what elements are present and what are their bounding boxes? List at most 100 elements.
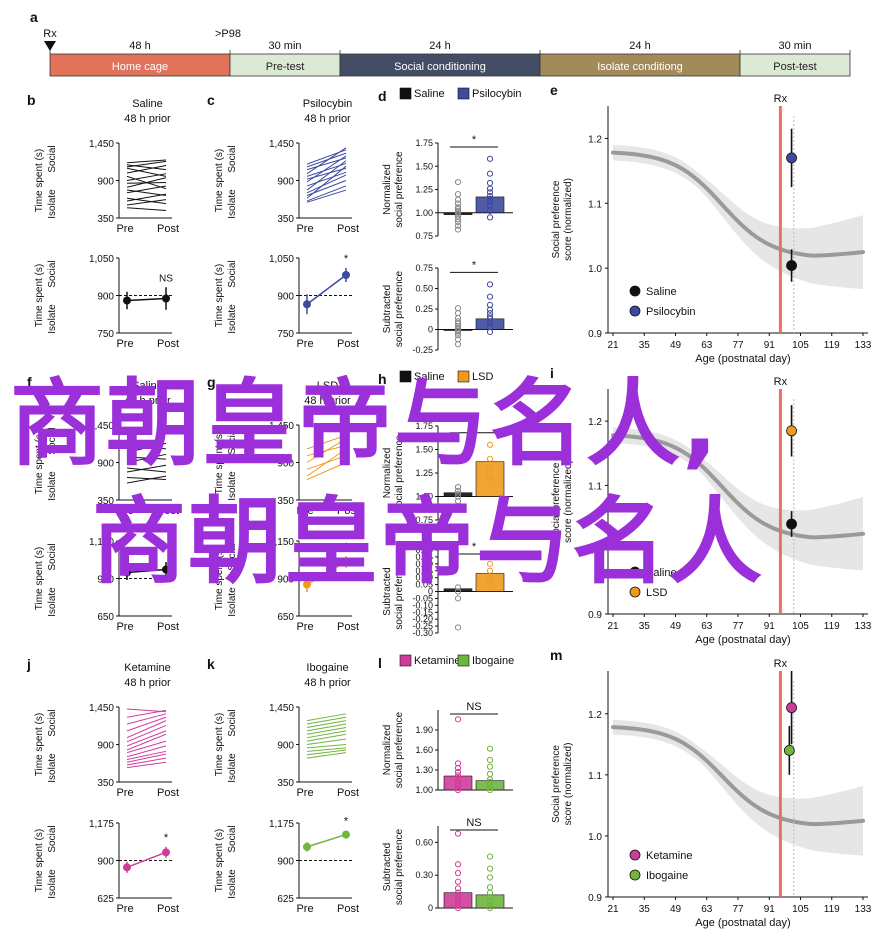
significance-label: * xyxy=(344,253,349,265)
data-point xyxy=(454,305,462,312)
significance-label: * xyxy=(472,541,477,553)
data-point xyxy=(486,315,494,322)
timeline-segment xyxy=(739,53,851,77)
y-tick-label: 1.1 xyxy=(588,481,602,492)
y-axis-label: Time spent (s) xyxy=(34,149,45,213)
y-tick-label: 900 xyxy=(277,741,294,752)
y-tick-label: 900 xyxy=(97,741,114,752)
y-tick-label: 1.0 xyxy=(588,546,602,557)
panel-letter-g: g xyxy=(207,374,216,390)
data-point xyxy=(486,770,494,778)
subject-line xyxy=(306,749,347,756)
subject-line xyxy=(126,733,167,751)
legend-marker xyxy=(629,586,641,598)
y-axis-label-2: social preference xyxy=(394,434,405,511)
y-tick-label: 350 xyxy=(97,214,114,225)
subject-line xyxy=(126,716,167,732)
y-tick-label: 900 xyxy=(277,459,294,470)
y-axis-label-1: Social preference xyxy=(551,462,562,540)
panel-letter-a: a xyxy=(30,9,38,25)
y-axis-social-label: Social xyxy=(227,427,238,454)
x-tick-label-pre: Pre xyxy=(116,338,133,350)
y-axis-label-1: Normalized xyxy=(382,448,393,499)
y-tick-label: -0.20 xyxy=(412,614,433,624)
data-point xyxy=(486,155,494,162)
subject-line xyxy=(306,713,347,722)
y-axis-label: Time spent (s) xyxy=(34,264,45,328)
subject-line xyxy=(126,709,167,718)
y-tick-label: 0.15 xyxy=(415,566,433,576)
data-point xyxy=(454,760,462,767)
mean-point xyxy=(303,300,311,309)
mean-line xyxy=(126,568,167,574)
legend-swatch xyxy=(457,87,470,100)
x-tick-label: 133 xyxy=(855,621,872,632)
data-point xyxy=(454,484,462,491)
subject-line xyxy=(126,475,167,484)
mean-point xyxy=(162,848,170,857)
panel-letter-f: f xyxy=(27,374,32,390)
mean-point xyxy=(303,580,311,589)
y-tick-label: 1,450 xyxy=(89,703,114,714)
y-tick-label: 0.25 xyxy=(415,304,433,314)
subject-line xyxy=(126,189,167,196)
y-axis-social-label: Social xyxy=(47,543,58,570)
subject-line xyxy=(306,152,347,168)
x-tick-label-pre: Pre xyxy=(296,505,313,517)
rx-arrow-icon xyxy=(44,41,56,51)
timeline-segment-label: Isolate conditiong xyxy=(597,61,683,73)
panel-title: Saline xyxy=(132,380,163,392)
x-axis-label: Age (postnatal day) xyxy=(695,353,790,365)
data-point xyxy=(454,830,462,837)
y-axis-label-1: Normalized xyxy=(382,164,393,215)
subject-line xyxy=(306,160,347,191)
subject-line xyxy=(306,448,347,477)
significance-label: * xyxy=(472,420,477,432)
bar-lsd xyxy=(475,461,505,497)
panel-subtitle: 48 h prior xyxy=(124,395,171,407)
significance-label: NS xyxy=(466,701,481,713)
x-tick-label: 35 xyxy=(639,904,651,915)
subject-line xyxy=(126,160,167,168)
subject-line xyxy=(306,723,347,732)
mean-point xyxy=(342,271,350,279)
significance-label: * xyxy=(344,541,349,553)
x-tick-label-post: Post xyxy=(157,621,179,633)
data-point xyxy=(486,901,494,908)
x-tick-label-post: Post xyxy=(337,338,359,350)
significance-label: NS xyxy=(159,273,173,284)
x-tick-label-pre: Pre xyxy=(116,223,133,235)
subject-line xyxy=(126,185,167,194)
y-tick-label: 350 xyxy=(277,496,294,507)
y-tick-label: 1.50 xyxy=(415,161,433,171)
y-axis-social-label: Social xyxy=(47,825,58,852)
y-tick-label: 1.75 xyxy=(415,421,433,431)
x-tick-label-pre: Pre xyxy=(296,903,313,915)
data-point xyxy=(454,768,462,776)
legend-label: Ibogaine xyxy=(646,870,688,882)
y-tick-label: 900 xyxy=(97,857,114,868)
mean-line xyxy=(126,297,167,302)
subject-line xyxy=(126,165,167,174)
y-tick-label: 1.75 xyxy=(415,138,433,148)
subject-line xyxy=(126,730,167,747)
data-point xyxy=(486,778,494,786)
subject-line xyxy=(126,757,167,766)
fitted-curve xyxy=(611,433,865,540)
subject-line xyxy=(306,744,347,749)
y-tick-label: 900 xyxy=(277,177,294,188)
y-tick-label: 350 xyxy=(97,496,114,507)
data-point xyxy=(454,341,462,348)
y-tick-label: 0.30 xyxy=(415,870,433,880)
legend-marker xyxy=(629,285,641,297)
x-tick-label: 91 xyxy=(764,904,776,915)
y-axis-isolate-label: Isolate xyxy=(47,587,58,617)
x-tick-label: 91 xyxy=(764,621,776,632)
confidence-band xyxy=(613,719,863,856)
y-axis-social-label: Social xyxy=(47,709,58,736)
data-point xyxy=(454,595,462,602)
data-point xyxy=(486,195,494,202)
x-tick-label-pre: Pre xyxy=(296,621,313,633)
data-point xyxy=(454,899,462,906)
data-point xyxy=(486,281,494,288)
